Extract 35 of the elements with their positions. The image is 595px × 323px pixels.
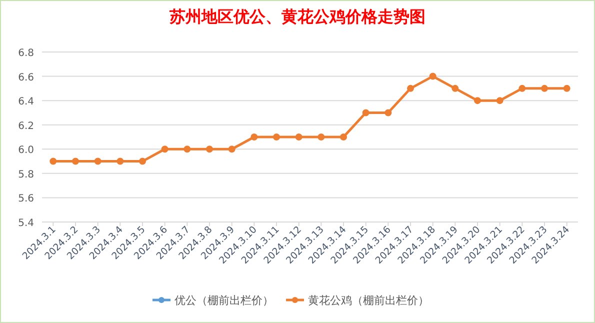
point <box>250 134 258 140</box>
y-tick-label: 6.0 <box>18 145 34 156</box>
point <box>228 146 236 153</box>
point <box>407 84 414 92</box>
point <box>184 146 191 153</box>
point <box>206 146 213 153</box>
point <box>318 134 325 140</box>
y-tick-label: 5.6 <box>18 194 34 205</box>
y-tick-label: 5.8 <box>18 169 34 180</box>
point <box>496 97 504 104</box>
point <box>116 158 124 165</box>
point <box>384 109 392 116</box>
point <box>563 84 570 92</box>
point <box>452 84 459 92</box>
point <box>161 146 168 153</box>
y-tick-label: 6.2 <box>18 120 34 132</box>
point <box>139 158 146 165</box>
y-tick-label: 5.4 <box>18 218 34 229</box>
point <box>362 109 370 116</box>
chart-title: 苏州地区优公、黄花公鸡价格走势图 <box>168 7 426 26</box>
point <box>541 84 548 92</box>
point <box>273 134 280 140</box>
point <box>72 158 79 165</box>
point <box>340 134 347 140</box>
point <box>50 158 57 165</box>
point <box>518 84 526 92</box>
y-tick-label: 6.6 <box>18 72 34 84</box>
point <box>474 97 481 104</box>
point <box>295 134 302 140</box>
point <box>94 158 102 165</box>
y-tick-label: 6.4 <box>18 96 34 108</box>
y-tick-label: 6.8 <box>18 48 34 59</box>
point <box>429 72 436 80</box>
legend-label: 优公（棚前出栏价） <box>174 294 274 307</box>
legend-label: 黄花公鸡（棚前出栏价） <box>308 294 429 307</box>
